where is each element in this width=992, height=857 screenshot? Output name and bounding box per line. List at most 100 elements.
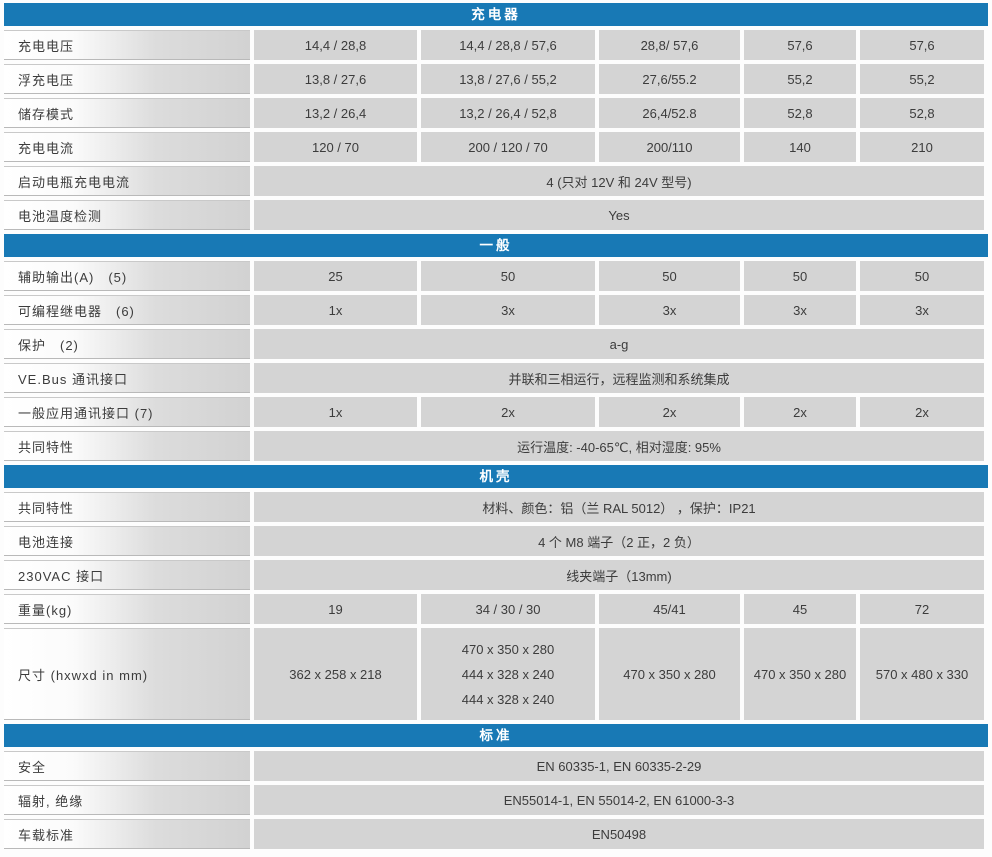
row-label: 重量(kg) <box>4 594 250 624</box>
table-row: 共同特性 运行温度: -40-65℃, 相对湿度: 95% <box>4 431 988 461</box>
row-label: 储存模式 <box>4 98 250 128</box>
value-cell: 34 / 30 / 30 <box>421 594 595 624</box>
row-label: 保护 (2) <box>4 329 250 359</box>
table-row: 电池温度检测 Yes <box>4 200 988 230</box>
value-cell: 210 <box>860 132 984 162</box>
row-label: 共同特性 <box>4 492 250 522</box>
row-label: 可编程继电器 (6) <box>4 295 250 325</box>
table-row: 重量(kg) 19 34 / 30 / 30 45/41 45 72 <box>4 594 988 624</box>
row-label: 共同特性 <box>4 431 250 461</box>
value-cell-merged: 4 个 M8 端子（2 正，2 负） <box>254 526 984 556</box>
value-cell-merged: Yes <box>254 200 984 230</box>
value-cell: 45 <box>744 594 856 624</box>
value-cell-merged: 运行温度: -40-65℃, 相对湿度: 95% <box>254 431 984 461</box>
table-row: 充电电压 14,4 / 28,8 14,4 / 28,8 / 57,6 28,8… <box>4 30 988 60</box>
table-row: 充电电流 120 / 70 200 / 120 / 70 200/110 140… <box>4 132 988 162</box>
row-label: 电池温度检测 <box>4 200 250 230</box>
dimension-lines: 470 x 350 x 280 444 x 328 x 240 444 x 32… <box>462 642 555 707</box>
dimension-line: 444 x 328 x 240 <box>461 666 555 682</box>
row-label: 充电电流 <box>4 132 250 162</box>
value-cell: 27,6/55.2 <box>599 64 740 94</box>
value-cell: 50 <box>421 261 595 291</box>
section-header-standards: 标准 <box>4 724 988 747</box>
value-cell: 50 <box>599 261 740 291</box>
row-label: 浮充电压 <box>4 64 250 94</box>
value-cell: 3x <box>421 295 595 325</box>
row-label: 230VAC 接口 <box>4 560 250 590</box>
table-row: 浮充电压 13,8 / 27,6 13,8 / 27,6 / 55,2 27,6… <box>4 64 988 94</box>
table-row: 车载标准 EN50498 <box>4 819 988 849</box>
value-cell: 25 <box>254 261 417 291</box>
value-cell: 3x <box>744 295 856 325</box>
value-cell: 2x <box>421 397 595 427</box>
value-cell: 200/110 <box>599 132 740 162</box>
table-row: VE.Bus 通讯接口 并联和三相运行，远程监测和系统集成 <box>4 363 988 393</box>
table-row: 共同特性 材料、颜色：铝（兰 RAL 5012） ，保护：IP21 <box>4 492 988 522</box>
row-label: 启动电瓶充电电流 <box>4 166 250 196</box>
table-row: 电池连接 4 个 M8 端子（2 正，2 负） <box>4 526 988 556</box>
value-cell: 570 x 480 x 330 <box>860 628 984 720</box>
value-cell-merged: 线夹端子（13mm) <box>254 560 984 590</box>
value-cell: 45/41 <box>599 594 740 624</box>
value-cell: 140 <box>744 132 856 162</box>
value-cell: 72 <box>860 594 984 624</box>
row-label: 尺寸 (hxwxd in mm) <box>4 628 250 720</box>
row-label: 电池连接 <box>4 526 250 556</box>
value-cell: 26,4/52.8 <box>599 98 740 128</box>
value-cell: 13,2 / 26,4 / 52,8 <box>421 98 595 128</box>
row-label: 安全 <box>4 751 250 781</box>
value-cell-merged: 4 (只对 12V 和 24V 型号) <box>254 166 984 196</box>
table-row: 启动电瓶充电电流 4 (只对 12V 和 24V 型号) <box>4 166 988 196</box>
value-cell: 362 x 258 x 218 <box>254 628 417 720</box>
value-cell: 1x <box>254 295 417 325</box>
value-cell-merged: EN 60335-1, EN 60335-2-29 <box>254 751 984 781</box>
value-cell: 14,4 / 28,8 / 57,6 <box>421 30 595 60</box>
table-row: 可编程继电器 (6) 1x 3x 3x 3x 3x <box>4 295 988 325</box>
value-cell: 14,4 / 28,8 <box>254 30 417 60</box>
dimension-line: 444 x 328 x 240 <box>461 691 555 707</box>
value-cell: 55,2 <box>744 64 856 94</box>
dimension-line: 470 x 350 x 280 <box>461 641 555 657</box>
row-label: 车载标准 <box>4 819 250 849</box>
value-cell: 2x <box>599 397 740 427</box>
value-cell: 52,8 <box>860 98 984 128</box>
row-label: VE.Bus 通讯接口 <box>4 363 250 393</box>
value-cell: 13,8 / 27,6 / 55,2 <box>421 64 595 94</box>
value-cell-merged: EN55014-1, EN 55014-2, EN 61000-3-3 <box>254 785 984 815</box>
value-cell: 13,2 / 26,4 <box>254 98 417 128</box>
value-cell: 28,8/ 57,6 <box>599 30 740 60</box>
table-row: 保护 (2) a-g <box>4 329 988 359</box>
table-row: 辐射, 绝缘 EN55014-1, EN 55014-2, EN 61000-3… <box>4 785 988 815</box>
value-cell: 3x <box>860 295 984 325</box>
value-cell: 57,6 <box>744 30 856 60</box>
section-header-general: 一般 <box>4 234 988 257</box>
table-row: 辅助输出(A) (5) 25 50 50 50 50 <box>4 261 988 291</box>
value-cell: 3x <box>599 295 740 325</box>
value-cell: 200 / 120 / 70 <box>421 132 595 162</box>
value-cell: 19 <box>254 594 417 624</box>
value-cell-merged: 材料、颜色：铝（兰 RAL 5012） ，保护：IP21 <box>254 492 984 522</box>
table-row: 一般应用通讯接口 (7) 1x 2x 2x 2x 2x <box>4 397 988 427</box>
value-cell-merged: a-g <box>254 329 984 359</box>
value-cell: 1x <box>254 397 417 427</box>
table-row-dimensions: 尺寸 (hxwxd in mm) 362 x 258 x 218 470 x 3… <box>4 628 988 720</box>
value-cell: 120 / 70 <box>254 132 417 162</box>
section-header-enclosure: 机壳 <box>4 465 988 488</box>
value-cell: 13,8 / 27,6 <box>254 64 417 94</box>
value-cell-multiline: 470 x 350 x 280 444 x 328 x 240 444 x 32… <box>421 628 595 720</box>
value-cell: 50 <box>744 261 856 291</box>
value-cell: 52,8 <box>744 98 856 128</box>
value-cell: 470 x 350 x 280 <box>744 628 856 720</box>
row-label: 辐射, 绝缘 <box>4 785 250 815</box>
row-label: 辅助输出(A) (5) <box>4 261 250 291</box>
table-row: 230VAC 接口 线夹端子（13mm) <box>4 560 988 590</box>
value-cell: 50 <box>860 261 984 291</box>
value-cell-merged: 并联和三相运行，远程监测和系统集成 <box>254 363 984 393</box>
table-row: 储存模式 13,2 / 26,4 13,2 / 26,4 / 52,8 26,4… <box>4 98 988 128</box>
value-cell: 55,2 <box>860 64 984 94</box>
value-cell: 470 x 350 x 280 <box>599 628 740 720</box>
value-cell: 57,6 <box>860 30 984 60</box>
table-row: 安全 EN 60335-1, EN 60335-2-29 <box>4 751 988 781</box>
value-cell: 2x <box>860 397 984 427</box>
